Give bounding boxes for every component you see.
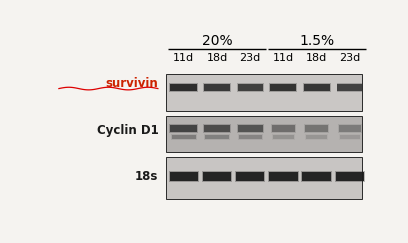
Bar — [238, 134, 262, 140]
Text: 23d: 23d — [239, 52, 261, 62]
Text: Cyclin D1: Cyclin D1 — [97, 124, 158, 137]
Bar — [204, 83, 231, 92]
Bar — [335, 171, 365, 182]
Bar — [304, 84, 330, 91]
Bar — [166, 157, 362, 200]
Text: 11d: 11d — [273, 52, 294, 62]
Bar — [203, 172, 231, 181]
Bar — [169, 171, 199, 182]
Bar — [302, 171, 332, 182]
Bar — [271, 84, 296, 91]
Bar — [273, 135, 294, 139]
Text: 11d: 11d — [173, 52, 194, 62]
Bar — [338, 124, 362, 133]
Bar — [306, 134, 328, 140]
Bar — [340, 135, 360, 139]
Bar — [204, 134, 230, 140]
Bar — [305, 125, 328, 132]
Text: survivin: survivin — [106, 77, 158, 90]
Bar — [172, 135, 196, 139]
Bar — [170, 172, 198, 181]
Bar — [235, 171, 265, 182]
Bar — [237, 83, 264, 92]
Bar — [303, 83, 330, 92]
Bar — [237, 125, 263, 132]
Bar — [171, 134, 197, 140]
Bar — [204, 84, 230, 91]
Bar — [166, 116, 362, 152]
Bar — [272, 134, 295, 140]
Bar — [304, 124, 329, 133]
Bar — [272, 125, 295, 132]
Text: 23d: 23d — [339, 52, 360, 62]
Text: 20%: 20% — [202, 34, 232, 48]
Bar — [339, 134, 361, 140]
Bar — [202, 171, 232, 182]
Bar — [237, 84, 263, 91]
Bar — [302, 172, 331, 181]
Bar — [239, 135, 262, 139]
Bar — [166, 74, 362, 111]
Bar — [171, 84, 197, 91]
Bar — [270, 83, 297, 92]
Bar — [203, 124, 231, 133]
Bar — [337, 84, 362, 91]
Bar — [169, 124, 198, 133]
Bar — [268, 171, 299, 182]
Text: 18s: 18s — [135, 170, 158, 183]
Bar — [339, 125, 361, 132]
Text: 18d: 18d — [306, 52, 327, 62]
Bar — [169, 83, 198, 92]
Bar — [204, 125, 230, 132]
Bar — [171, 125, 197, 132]
Bar — [269, 172, 297, 181]
Bar — [306, 135, 327, 139]
Bar — [205, 135, 228, 139]
Bar — [237, 124, 264, 133]
Text: 1.5%: 1.5% — [299, 34, 334, 48]
Bar — [271, 124, 296, 133]
Bar — [337, 83, 363, 92]
Bar — [335, 172, 364, 181]
Text: 18d: 18d — [206, 52, 228, 62]
Bar — [236, 172, 264, 181]
